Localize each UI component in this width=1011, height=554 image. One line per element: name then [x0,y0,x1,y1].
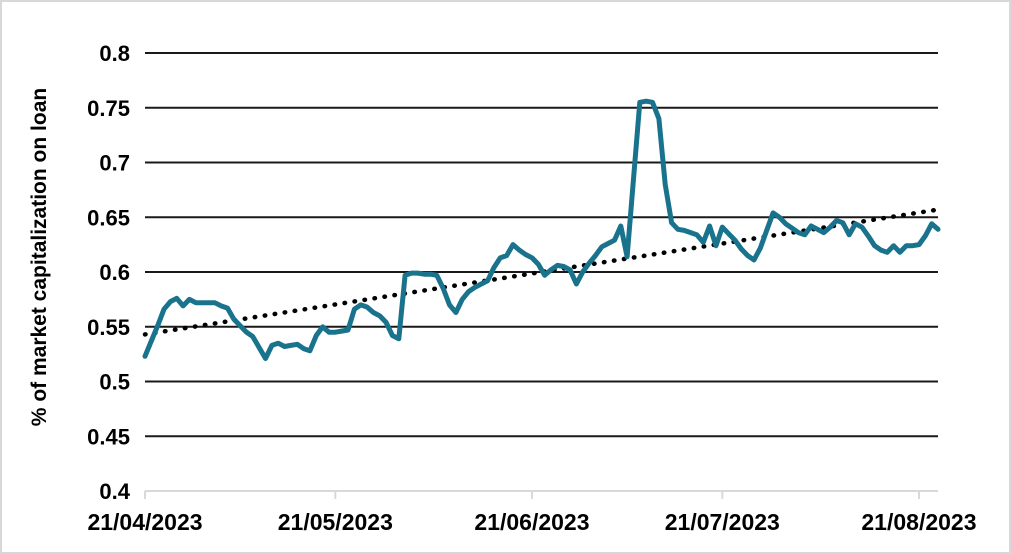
y-tick-label: 0.65 [87,205,130,230]
x-tick-label: 21/05/2023 [278,509,393,535]
x-tick-label: 21/07/2023 [665,509,780,535]
x-axis-tick-labels: 21/04/2023 21/05/2023 21/06/2023 21/07/2023… [87,509,976,535]
y-tick-label: 0.4 [99,479,130,504]
y-tick-label: 0.7 [99,151,130,176]
loan-series-line [142,98,941,361]
x-tick-label: 21/04/2023 [87,509,202,535]
y-tick-label: 0.55 [87,315,130,340]
y-tick-label: 0.5 [99,370,130,395]
y-axis-title: % of market capitalization on loan [28,88,51,426]
y-tick-label: 0.75 [87,96,130,121]
x-tick-label: 21/06/2023 [474,509,589,535]
y-tick-label: 0.8 [99,41,130,66]
plot-series [142,98,941,361]
x-axis [144,490,938,499]
x-tick-label: 21/08/2023 [861,509,976,535]
y-tick-label: 0.45 [87,424,130,449]
y-axis-tick-labels: 0.8 0.75 0.7 0.65 0.6 0.55 0.5 0.45 0.4 [87,41,131,504]
gridlines [145,52,938,438]
y-tick-label: 0.6 [99,260,130,285]
